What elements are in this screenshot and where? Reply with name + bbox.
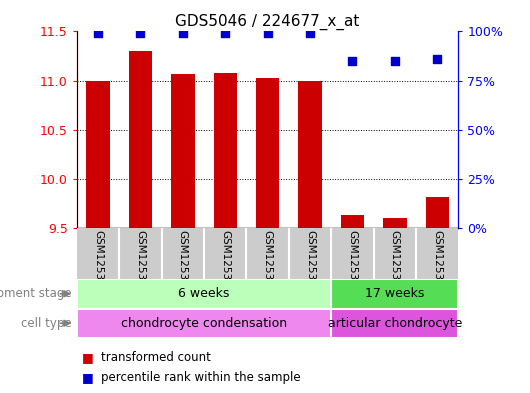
Text: GSM1253156: GSM1253156 — [93, 230, 103, 301]
Point — [306, 30, 314, 37]
Bar — [86, 81, 110, 228]
Bar — [331, 279, 458, 309]
Bar — [129, 51, 152, 228]
Text: articular chondrocyte: articular chondrocyte — [328, 317, 462, 330]
Bar — [171, 74, 195, 228]
Text: GSM1253160: GSM1253160 — [263, 230, 272, 300]
Text: ■: ■ — [82, 371, 94, 384]
Bar — [341, 215, 364, 228]
Bar — [331, 309, 458, 338]
Text: percentile rank within the sample: percentile rank within the sample — [101, 371, 301, 384]
Text: GSM1253158: GSM1253158 — [178, 230, 188, 301]
Text: 17 weeks: 17 weeks — [365, 287, 425, 300]
Text: development stage: development stage — [0, 287, 72, 300]
Bar — [383, 218, 407, 228]
Text: 6 weeks: 6 weeks — [179, 287, 229, 300]
Point — [433, 56, 441, 62]
Point — [348, 58, 357, 64]
Point — [94, 30, 102, 37]
Text: ■: ■ — [82, 351, 94, 364]
Text: GSM1253168: GSM1253168 — [348, 230, 357, 301]
Point — [263, 30, 272, 37]
Bar — [77, 279, 331, 309]
Bar — [77, 309, 331, 338]
Bar — [214, 73, 237, 228]
Bar — [256, 78, 279, 228]
Text: cell type: cell type — [21, 317, 72, 330]
Text: GSM1253161: GSM1253161 — [305, 230, 315, 301]
Bar — [298, 81, 322, 228]
Point — [391, 58, 399, 64]
Point — [221, 30, 229, 37]
Point — [179, 30, 187, 37]
Text: GSM1253159: GSM1253159 — [220, 230, 230, 301]
Text: transformed count: transformed count — [101, 351, 210, 364]
Title: GDS5046 / 224677_x_at: GDS5046 / 224677_x_at — [175, 14, 360, 30]
Text: GSM1253169: GSM1253169 — [390, 230, 400, 301]
Point — [136, 30, 145, 37]
Text: GSM1253157: GSM1253157 — [136, 230, 145, 301]
Bar — [426, 196, 449, 228]
Text: GSM1253170: GSM1253170 — [432, 230, 442, 300]
Text: chondrocyte condensation: chondrocyte condensation — [121, 317, 287, 330]
